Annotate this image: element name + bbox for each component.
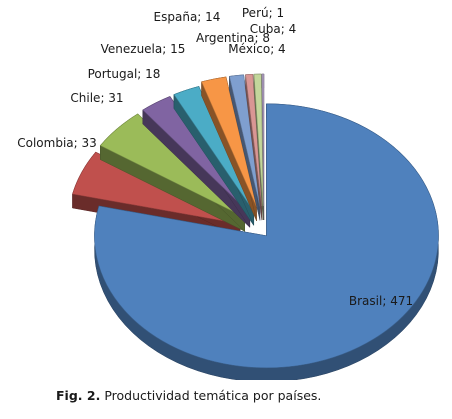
slice-face xyxy=(245,73,263,207)
figure-label: Fig. 2. xyxy=(56,388,101,403)
slice-face xyxy=(229,74,261,207)
slice-label-cuba: Cuba; 4 xyxy=(250,22,296,36)
slice-face xyxy=(173,86,255,212)
slice-face xyxy=(253,73,264,207)
pie-slice-perú xyxy=(261,73,265,221)
pie-labels: Brasil; 471 Colombia; 33 Chile; 31 Portugal… xyxy=(17,6,413,308)
pie-slice-cuba xyxy=(253,73,264,221)
slice-label-brasil: Brasil; 471 xyxy=(349,294,413,308)
slice-label-chile: Chile; 31 xyxy=(70,91,123,105)
pie-chart: Brasil; 471 Colombia; 33 Chile; 31 Portugal… xyxy=(17,6,439,380)
slice-label-argentina: Argentina; 8 xyxy=(196,31,270,45)
slice-face xyxy=(261,73,265,207)
slice-label-méxico: México; 4 xyxy=(228,42,285,56)
slice-label-españa: España; 14 xyxy=(154,10,221,24)
slice-face xyxy=(94,103,439,369)
pie-slice-brasil xyxy=(94,103,439,380)
pie-slice-méxico xyxy=(245,73,263,221)
pie-slice-españa xyxy=(201,76,257,221)
slice-face xyxy=(142,96,251,214)
slice-label-perú: Perú; 1 xyxy=(242,6,284,20)
slice-face xyxy=(99,113,245,218)
slice-face xyxy=(201,76,257,207)
figure-caption-text: Productividad temática por países. xyxy=(104,388,322,403)
pie-slice-argentina xyxy=(229,74,261,221)
figure-caption: Fig. 2. Productividad temática por paíse… xyxy=(56,388,321,403)
slice-label-venezuela: Venezuela; 15 xyxy=(101,42,186,56)
slice-label-portugal: Portugal; 18 xyxy=(88,67,161,81)
slice-label-colombia: Colombia; 33 xyxy=(17,136,97,150)
pie-slices xyxy=(72,73,439,380)
